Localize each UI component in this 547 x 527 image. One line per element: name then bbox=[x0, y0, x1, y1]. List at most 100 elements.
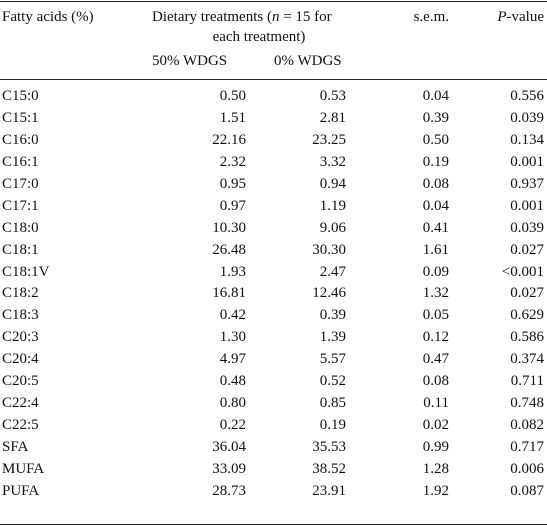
value-p: 0.027 bbox=[510, 241, 544, 258]
value-50-wdgs: 28.73 bbox=[212, 482, 246, 499]
header-p-symbol: P bbox=[497, 9, 507, 25]
table-row: C15:0 0.50 0.53 0.04 0.556 bbox=[0, 86, 547, 108]
value-sem: 0.39 bbox=[422, 109, 449, 126]
header-dietary-treatments: Dietary treatments (n = 15 for each trea… bbox=[152, 7, 366, 47]
value-50-wdgs: 0.97 bbox=[219, 197, 246, 214]
header-p-suffix: -value bbox=[506, 9, 544, 25]
fatty-acid-name: C22:4 bbox=[2, 395, 39, 412]
fatty-acid-name: C18:1V bbox=[2, 263, 50, 280]
value-0-wdgs: 23.25 bbox=[312, 131, 346, 148]
value-50-wdgs: 1.51 bbox=[219, 109, 246, 126]
value-p: 0.711 bbox=[510, 373, 544, 390]
value-0-wdgs: 1.39 bbox=[319, 329, 346, 346]
value-0-wdgs: 3.32 bbox=[319, 153, 346, 170]
value-0-wdgs: 30.30 bbox=[312, 241, 346, 258]
value-p: 0.586 bbox=[510, 329, 544, 346]
table-row: C18:1 26.48 30.30 1.61 0.027 bbox=[0, 240, 547, 262]
value-p: 0.006 bbox=[510, 460, 544, 477]
fatty-acid-name: C16:1 bbox=[2, 153, 39, 170]
header-dt-prefix: Dietary treatments ( bbox=[152, 9, 272, 25]
value-sem: 0.09 bbox=[422, 263, 449, 280]
value-50-wdgs: 36.04 bbox=[212, 439, 246, 455]
table-row: C18:0 10.30 9.06 0.41 0.039 bbox=[0, 218, 547, 240]
value-0-wdgs: 0.53 bbox=[319, 88, 346, 104]
value-sem: 0.12 bbox=[422, 329, 449, 346]
fatty-acid-name: C18:1 bbox=[2, 241, 39, 258]
table-row: C16:0 22.16 23.25 0.50 0.134 bbox=[0, 130, 547, 152]
value-sem: 0.50 bbox=[422, 131, 449, 148]
table-row: C22:4 0.80 0.85 0.11 0.748 bbox=[0, 393, 547, 415]
value-sem: 0.02 bbox=[422, 417, 449, 434]
value-50-wdgs: 26.48 bbox=[212, 241, 246, 258]
value-0-wdgs: 0.52 bbox=[319, 373, 346, 390]
fatty-acid-name: C15:1 bbox=[2, 109, 39, 126]
value-0-wdgs: 0.39 bbox=[319, 307, 346, 324]
value-0-wdgs: 5.57 bbox=[319, 351, 346, 368]
table-row: PUFA 28.73 23.91 1.92 0.087 bbox=[0, 481, 547, 503]
header-dt-n: n bbox=[271, 9, 280, 25]
value-0-wdgs: 35.53 bbox=[312, 439, 346, 455]
value-p: 0.001 bbox=[510, 153, 544, 170]
fatty-acid-name: SFA bbox=[2, 439, 29, 455]
value-50-wdgs: 0.50 bbox=[219, 88, 246, 104]
table-row: C22:5 0.22 0.19 0.02 0.082 bbox=[0, 415, 547, 437]
table-row: C17:1 0.97 1.19 0.04 0.001 bbox=[0, 196, 547, 218]
table-row: C20:4 4.97 5.57 0.47 0.374 bbox=[0, 349, 547, 371]
fatty-acid-name: MUFA bbox=[2, 460, 45, 477]
header-dt-suffix: = 15 for bbox=[279, 9, 332, 25]
header-p-value: P-value bbox=[462, 7, 544, 27]
value-sem: 0.04 bbox=[422, 197, 449, 214]
header-50-wdgs: 50% WDGS bbox=[152, 53, 228, 69]
table-body: C15:0 0.50 0.53 0.04 0.556 C15:1 1.51 2.81 0.39 0… bbox=[0, 86, 547, 503]
value-sem: 0.47 bbox=[422, 351, 449, 368]
fatty-acid-name: PUFA bbox=[2, 482, 40, 499]
table-row: C20:5 0.48 0.52 0.08 0.711 bbox=[0, 371, 547, 393]
value-p: 0.937 bbox=[510, 175, 544, 192]
value-0-wdgs: 0.19 bbox=[319, 417, 346, 434]
value-50-wdgs: 0.22 bbox=[219, 417, 246, 434]
value-p: 0.039 bbox=[510, 109, 544, 126]
value-50-wdgs: 16.81 bbox=[212, 285, 246, 302]
value-50-wdgs: 4.97 bbox=[219, 351, 246, 368]
value-p: 0.087 bbox=[510, 482, 544, 499]
header-sem: s.e.m. bbox=[413, 9, 449, 25]
value-sem: 1.32 bbox=[422, 285, 449, 302]
value-sem: 0.08 bbox=[422, 175, 449, 192]
fatty-acid-name: C15:0 bbox=[2, 88, 39, 104]
fatty-acid-name: C22:5 bbox=[2, 417, 39, 434]
fatty-acid-name: C17:1 bbox=[2, 197, 39, 214]
table-row: C18:3 0.42 0.39 0.05 0.629 bbox=[0, 305, 547, 327]
value-0-wdgs: 0.94 bbox=[319, 175, 346, 192]
value-50-wdgs: 1.93 bbox=[219, 263, 246, 280]
table-top-rule bbox=[0, 1, 547, 2]
value-50-wdgs: 0.95 bbox=[219, 175, 246, 192]
value-50-wdgs: 0.80 bbox=[219, 395, 246, 412]
value-sem: 0.08 bbox=[422, 373, 449, 390]
fatty-acid-name: C20:3 bbox=[2, 329, 39, 346]
value-p: 0.748 bbox=[510, 395, 544, 412]
value-p: 0.374 bbox=[510, 351, 544, 368]
value-0-wdgs: 2.47 bbox=[319, 263, 346, 280]
table-row: C16:1 2.32 3.32 0.19 0.001 bbox=[0, 152, 547, 174]
header-0-wdgs: 0% WDGS bbox=[274, 53, 342, 69]
fatty-acid-name: C18:3 bbox=[2, 307, 39, 324]
value-0-wdgs: 0.85 bbox=[319, 395, 346, 412]
value-0-wdgs: 12.46 bbox=[312, 285, 346, 302]
table-row: C18:1V 1.93 2.47 0.09 <0.001 bbox=[0, 262, 547, 284]
table-row: C15:1 1.51 2.81 0.39 0.039 bbox=[0, 108, 547, 130]
value-p: <0.001 bbox=[501, 263, 544, 280]
header-fatty-acids: Fatty acids (%) bbox=[2, 9, 94, 25]
header-dt-line2: each treatment) bbox=[212, 29, 306, 45]
value-p: 0.082 bbox=[510, 417, 544, 434]
table-row: C18:2 16.81 12.46 1.32 0.027 bbox=[0, 283, 547, 305]
value-0-wdgs: 9.06 bbox=[319, 219, 346, 236]
value-p: 0.027 bbox=[510, 285, 544, 302]
value-0-wdgs: 2.81 bbox=[319, 109, 346, 126]
value-sem: 1.92 bbox=[422, 482, 449, 499]
value-sem: 0.11 bbox=[423, 395, 449, 412]
value-0-wdgs: 1.19 bbox=[319, 197, 346, 214]
value-sem: 0.19 bbox=[422, 153, 449, 170]
value-p: 0.001 bbox=[510, 197, 544, 214]
value-sem: 0.99 bbox=[422, 439, 449, 455]
